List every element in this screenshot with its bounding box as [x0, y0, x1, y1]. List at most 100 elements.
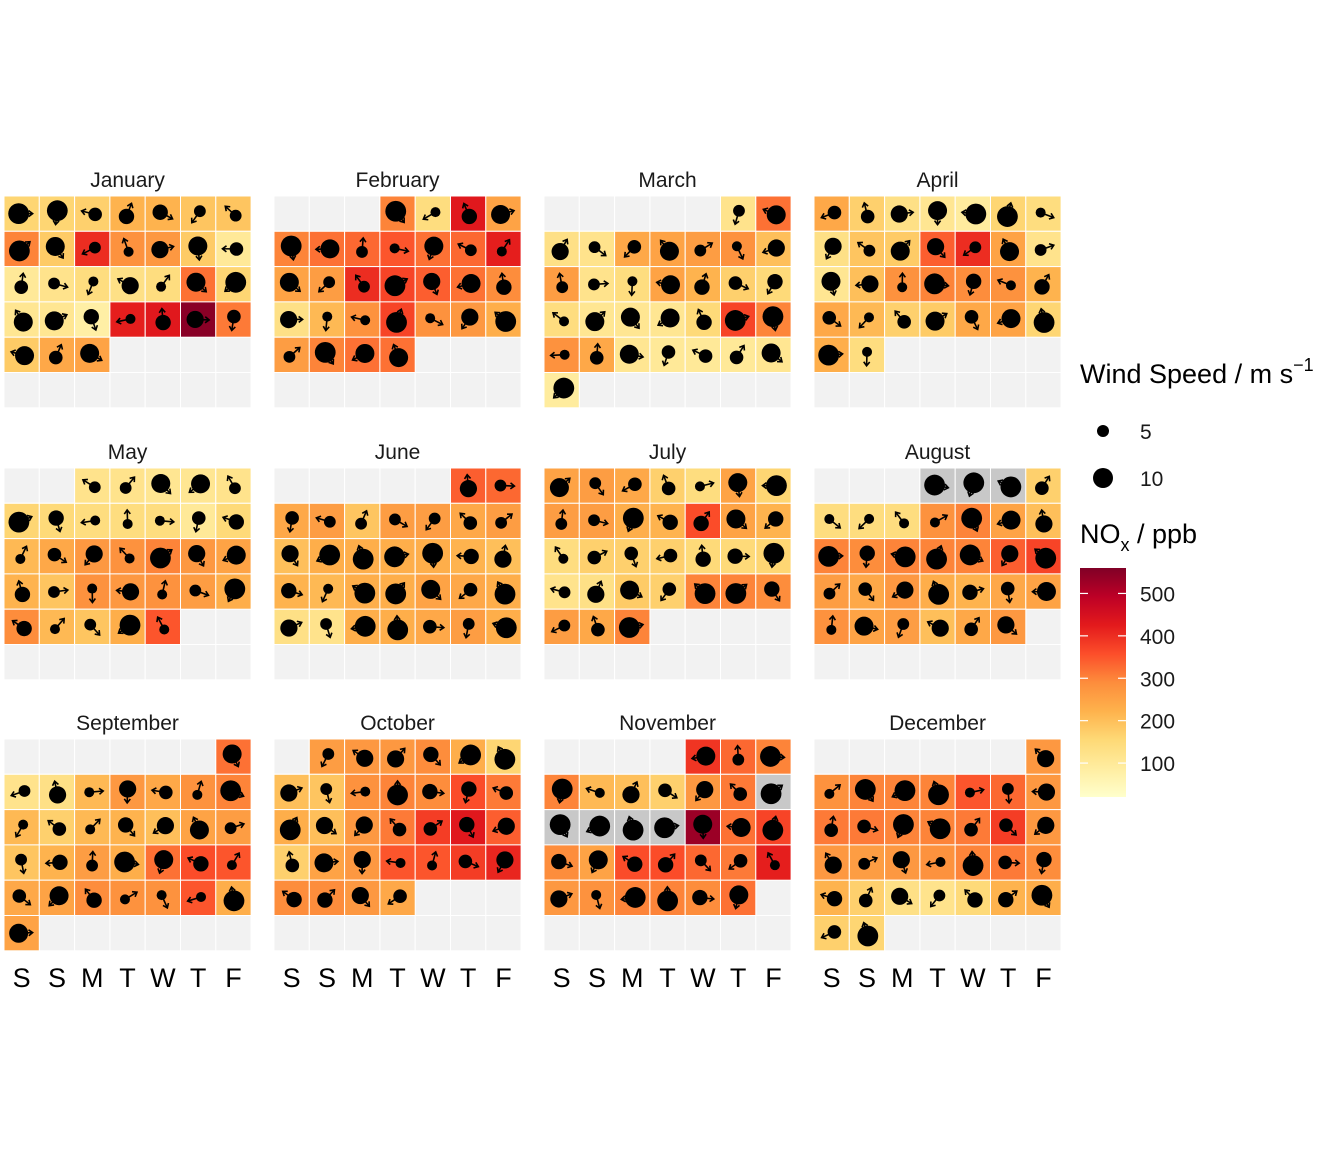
empty-cell — [919, 372, 956, 409]
wind-arrow — [825, 852, 834, 866]
wind-arrow — [227, 475, 236, 489]
wind-arrow — [629, 353, 644, 358]
wind-arrow-head — [1033, 829, 1040, 836]
day-cell — [919, 573, 956, 610]
wind-arrow — [735, 345, 745, 358]
wind-arrow — [559, 239, 568, 252]
day-cell — [919, 230, 956, 268]
wind-arrow-head — [468, 831, 475, 839]
day-cell-fill — [414, 738, 452, 775]
month-title: September — [76, 712, 179, 735]
wind-arrow-head — [188, 487, 195, 494]
day-cell — [848, 844, 886, 881]
wind-arrow — [325, 623, 331, 638]
day-cell — [38, 573, 76, 610]
day-cell — [954, 301, 992, 338]
day-cell — [848, 809, 886, 846]
day-cell — [919, 538, 956, 575]
day-cell — [954, 773, 992, 811]
wind-arrow-head — [1001, 560, 1008, 567]
day-cell — [884, 230, 921, 268]
day-cell — [144, 301, 181, 338]
wind-arrow — [318, 281, 330, 293]
wind-arrow-head — [51, 779, 59, 787]
day-cell — [614, 608, 651, 646]
weekday-label: M — [891, 963, 914, 993]
wind-arrow-head — [224, 205, 231, 212]
day-cell — [144, 230, 181, 268]
day-cell — [215, 738, 252, 775]
wind-arrow-head — [967, 491, 975, 498]
wind-arrow-head — [426, 254, 434, 261]
day-cell — [543, 608, 580, 646]
wind-arrow — [550, 353, 565, 357]
wind-arrow — [735, 518, 747, 529]
wind-arrow — [586, 787, 601, 794]
wind-arrow-head — [562, 238, 569, 245]
wind-arrow — [324, 824, 337, 835]
empty-cell — [144, 372, 181, 409]
wind-arrow — [553, 387, 565, 399]
wind-arrow-head — [461, 202, 469, 209]
wind-arrow — [772, 316, 777, 331]
empty-cell — [109, 372, 146, 409]
wind-dot — [897, 618, 910, 630]
wind-arrow-head — [872, 825, 879, 833]
wind-arrow — [594, 311, 606, 323]
empty-cell — [74, 738, 111, 775]
month-title: February — [356, 169, 441, 192]
day-cell — [450, 502, 487, 540]
wind-arrow-head — [317, 286, 324, 293]
empty-cell — [954, 372, 992, 409]
wind-arrow — [729, 783, 741, 795]
wind-arrow-head — [699, 833, 707, 840]
weekday-label: W — [960, 963, 986, 993]
day-cell — [74, 266, 111, 303]
day-cell — [144, 809, 181, 846]
wind-arrow — [727, 825, 742, 829]
day-cell-fill — [109, 573, 146, 610]
wind-arrow-head — [894, 511, 901, 518]
wind-arrow-head — [221, 245, 227, 253]
day-cell — [684, 879, 722, 917]
wind-arrow — [84, 553, 95, 566]
day-cell — [414, 809, 452, 846]
day-cell — [273, 573, 310, 610]
wind-arrow — [429, 317, 444, 326]
day-cell — [485, 502, 522, 540]
wind-arrow — [560, 509, 564, 525]
wind-arrow-head — [361, 509, 369, 516]
wind-dot — [1031, 884, 1053, 906]
day-cell — [813, 266, 850, 303]
wind-arrow-head — [638, 352, 645, 360]
day-cell — [614, 773, 651, 811]
wind-arrow — [899, 240, 911, 252]
wind-arrow — [891, 553, 906, 558]
empty-cell — [884, 738, 921, 775]
wind-arrow — [828, 784, 841, 795]
wind-arrow — [863, 202, 869, 217]
wind-arrow — [227, 588, 236, 602]
wind-arrow — [763, 208, 777, 216]
wind-arrow — [630, 781, 638, 796]
wind-arrow-head — [1048, 212, 1055, 220]
empty-cell — [450, 372, 487, 409]
day-cell — [720, 336, 757, 374]
day-cell — [180, 879, 217, 917]
wind-arrow-head — [393, 614, 401, 621]
wind-arrow — [1040, 308, 1045, 323]
day-cell — [414, 573, 452, 610]
wind-arrow-head — [198, 560, 205, 568]
wind-arrow — [1007, 788, 1010, 803]
wind-arrow-head — [89, 850, 97, 857]
day-cell — [755, 195, 792, 232]
wind-arrow-head — [238, 791, 245, 799]
wind-arrow-head — [558, 508, 567, 515]
empty-cell — [848, 372, 886, 409]
wind-arrow — [116, 318, 131, 323]
wind-dot — [460, 744, 482, 766]
wind-arrow-head — [439, 623, 446, 632]
empty-cell — [990, 738, 1027, 775]
day-cell — [273, 538, 310, 575]
wind-arrow-head — [166, 548, 173, 555]
